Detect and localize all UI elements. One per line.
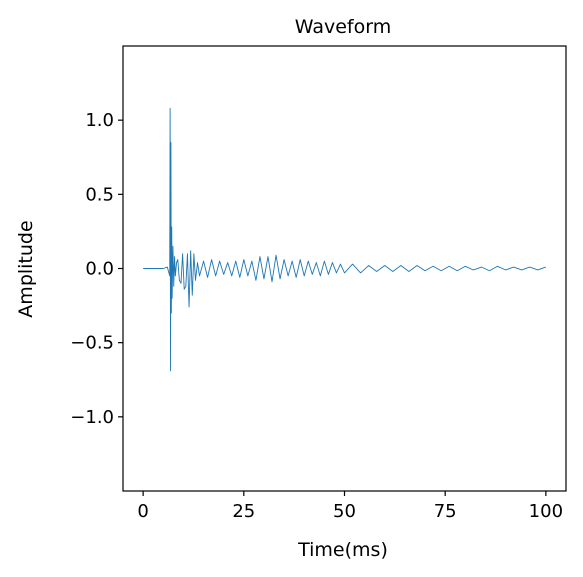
axis-ticks: 0 25 50 75 100 1.0 0.5 0.0 −0.5 −1.0 [70, 110, 563, 522]
y-tick-label: 1.0 [85, 110, 114, 131]
x-tick-label: 0 [137, 501, 148, 522]
plot-area [143, 107, 547, 372]
series-line-0 [143, 107, 547, 372]
y-tick-label: 0.5 [85, 184, 114, 205]
y-tick-label: −0.5 [70, 333, 114, 354]
y-axis-title: Amplitude [15, 220, 37, 317]
axes-frame [122, 45, 567, 492]
y-tick-label: −1.0 [70, 407, 114, 428]
x-tick-label: 75 [434, 501, 457, 522]
chart-title: Waveform [295, 16, 391, 38]
x-axis-title: Time(ms) [297, 539, 388, 561]
x-tick-label: 25 [232, 501, 255, 522]
x-tick-label: 50 [333, 501, 356, 522]
x-tick-label: 100 [529, 501, 563, 522]
y-tick-label: 0.0 [85, 259, 114, 280]
